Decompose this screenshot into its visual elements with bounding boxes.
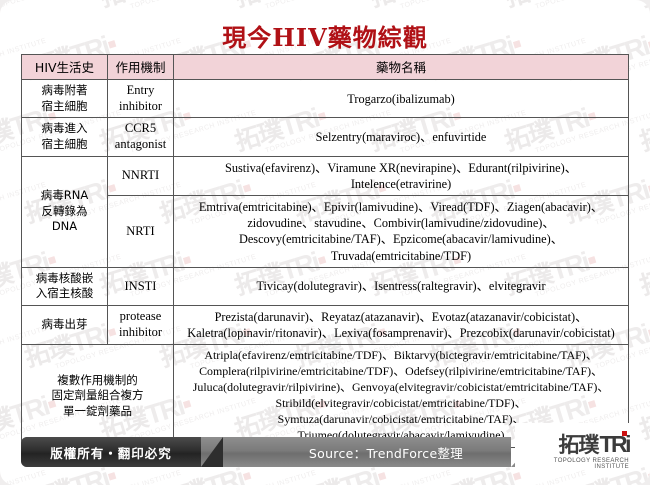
table-header-row: HIV生活史 作用機制 藥物名稱 bbox=[21, 54, 629, 80]
source-label: Source：TrendForce整理 bbox=[308, 445, 464, 461]
cell-drugs: Sustiva(efavirenz)、Viramune XR(nevirapin… bbox=[173, 155, 629, 196]
table-row: 病毒RNA 反轉錄為 DNA NNRTI Sustiva(efavirenz)、Vi… bbox=[21, 155, 629, 268]
cell-stage: 複數作用機制的 固定劑量組合複方 單一錠劑藥品 bbox=[21, 344, 174, 448]
tri-logo: 拓璞 TRi TOPOLOGY RESEARCH INSTITUTE bbox=[515, 423, 635, 470]
cell-stage: 病毒出芽 bbox=[21, 304, 108, 346]
cell-mechanism: NNRTI bbox=[107, 155, 174, 196]
watermark-tri-icon: 拓璞TRi▪TOPOLOGY RESEARCH INSTITUTE bbox=[0, 0, 122, 18]
cell-mechanism: INSTI bbox=[107, 266, 174, 306]
table-row: 病毒進入 宿主細胞 CCR5 antagonist Selzentry(maravi… bbox=[21, 117, 629, 157]
cell-mechanism: CCR5 antagonist bbox=[107, 117, 174, 157]
cell-mechanism: Entry inhibitor bbox=[107, 78, 174, 119]
watermark-tri-icon: 拓璞TRi▪TOPOLOGY RESEARCH INSTITUTE bbox=[230, 0, 392, 18]
header-drug-names: 藥物名稱 bbox=[173, 54, 629, 80]
cell-drugs: Emtriva(emtricitabine)、Epivir(lamivudine… bbox=[173, 194, 629, 268]
cell-stage: 病毒進入 宿主細胞 bbox=[21, 117, 108, 157]
watermark-tri-icon: 拓璞TRi▪TOPOLOGY RESEARCH INSTITUTE bbox=[365, 0, 527, 18]
cell-drugs: Prezista(darunavir)、Reyataz(atazanavir)、… bbox=[173, 304, 629, 346]
header-lifecycle: HIV生活史 bbox=[21, 54, 108, 80]
cell-stage: 病毒RNA 反轉錄為 DNA bbox=[21, 155, 108, 268]
footer: 版權所有・翻印必究 Source：TrendForce整理 拓璞 TRi TOP… bbox=[21, 423, 635, 470]
logo-red-dot-icon bbox=[622, 431, 627, 436]
logo-tri-text: TRi bbox=[599, 431, 631, 457]
cell-stage: 病毒附著 宿主細胞 bbox=[21, 78, 108, 119]
drug-overview-table: HIV生活史 作用機制 藥物名稱 病毒附著 宿主細胞 Entry inhibitor… bbox=[21, 54, 629, 448]
cell-drugs: Trogarzo(ibalizumab) bbox=[173, 78, 629, 119]
table-row: 病毒出芽 protease inhibitor Prezista(darunavi… bbox=[21, 304, 629, 346]
table-row: NRTI Emtriva(emtricitabine)、Epivir(lamiv… bbox=[22, 194, 629, 268]
logo-mark: 拓璞 TRi bbox=[521, 431, 631, 457]
cell-drugs: Selzentry(maraviroc)、enfuvirtide bbox=[173, 117, 629, 157]
table-row: 病毒附著 宿主細胞 Entry inhibitor Trogarzo(ibalizu… bbox=[21, 78, 629, 119]
watermark-tri-icon: 拓璞TRi▪TOPOLOGY RESEARCH INSTITUTE bbox=[95, 0, 257, 18]
logo-tri-letters: TRi bbox=[599, 431, 631, 457]
watermark-tri-icon: 拓璞TRi▪TOPOLOGY RESEARCH INSTITUTE bbox=[635, 0, 650, 18]
watermark-tri-icon: 拓璞TRi▪TOPOLOGY RESEARCH INSTITUTE bbox=[636, 114, 650, 157]
drug-overview-table-wrap: HIV生活史 作用機制 藥物名稱 病毒附著 宿主細胞 Entry inhibitor… bbox=[21, 54, 629, 448]
cell-mechanism: protease inhibitor bbox=[107, 304, 174, 346]
table-row: 病毒核酸嵌 入宿主核酸 INSTI Tivicay(dolutegravir)、I… bbox=[21, 266, 629, 306]
watermark-tri-icon: 拓璞TRi▪TOPOLOGY RESEARCH INSTITUTE bbox=[500, 0, 650, 18]
logo-chinese-text: 拓璞 bbox=[558, 433, 599, 457]
watermark-tri-icon: 拓璞TRi▪TOPOLOGY RESEARCH INSTITUTE bbox=[636, 402, 650, 445]
watermark-tri-icon: 拓璞TRi▪TOPOLOGY RESEARCH INSTITUTE bbox=[636, 258, 650, 301]
page-title: 現今HIV藥物綜觀 bbox=[222, 23, 428, 52]
copyright-badge: 版權所有・翻印必究 bbox=[21, 437, 223, 467]
cell-mechanism: NRTI bbox=[107, 194, 174, 268]
header-mechanism: 作用機制 bbox=[107, 54, 174, 80]
logo-backing bbox=[515, 423, 635, 467]
cell-drugs: Tivicay(dolutegravir)、Isentress(raltegra… bbox=[173, 266, 629, 306]
cell-stage: 病毒核酸嵌 入宿主核酸 bbox=[21, 266, 108, 306]
logo-subtitle: TOPOLOGY RESEARCH INSTITUTE bbox=[553, 458, 629, 470]
